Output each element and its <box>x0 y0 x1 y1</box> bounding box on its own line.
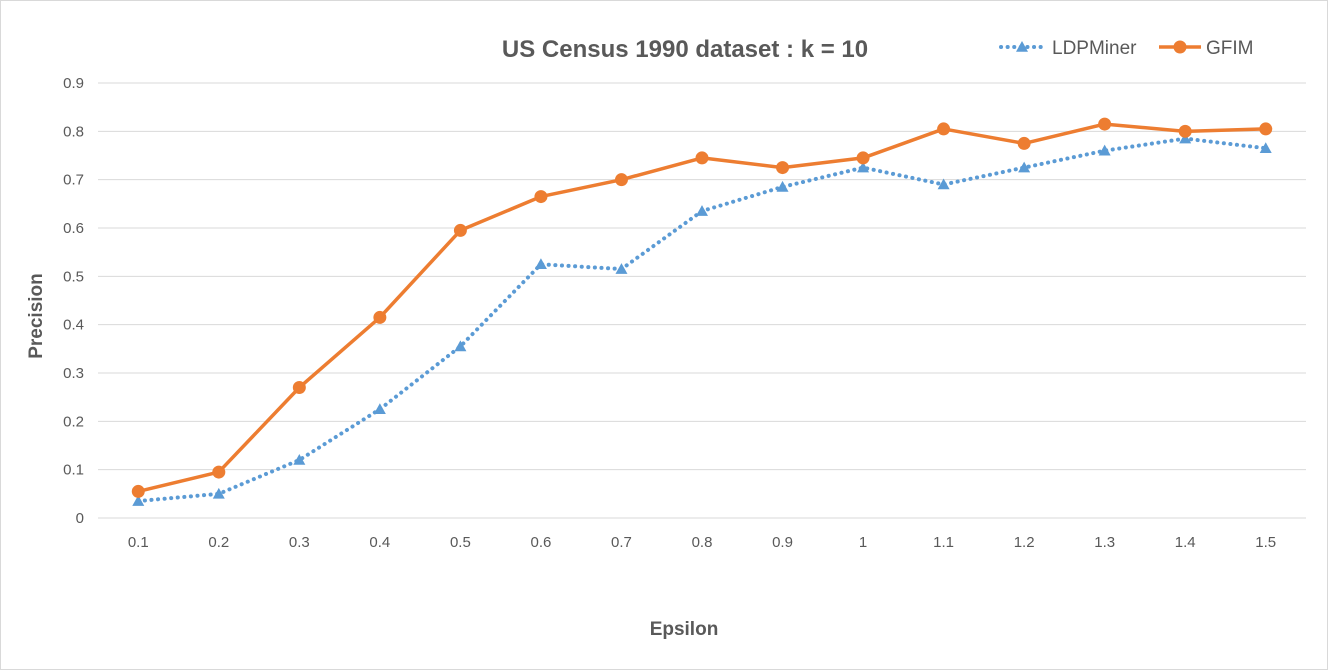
y-tick-label: 0.2 <box>63 413 84 430</box>
data-point <box>293 454 306 465</box>
y-tick-label: 0.7 <box>63 172 84 189</box>
data-point <box>212 487 225 499</box>
data-point <box>454 340 467 352</box>
y-tick-label: 0.9 <box>63 75 84 92</box>
legend-marker <box>1173 40 1187 54</box>
axes: 0 0.1 0.2 0.3 0.4 0.5 0.6 0.7 0.8 0.9 0.1 0.2 0.3 0.4… <box>63 75 1276 551</box>
x-tick-label: 0.5 <box>450 534 471 551</box>
x-tick-label: 0.8 <box>692 534 713 551</box>
y-tick-label: 0.5 <box>63 268 84 285</box>
data-point <box>1098 144 1111 156</box>
x-tick-label: 1.1 <box>933 534 954 551</box>
x-tick-label: 1.3 <box>1094 534 1115 551</box>
y-tick-label: 0.4 <box>63 317 84 334</box>
data-point <box>1179 132 1192 144</box>
y-tick-label: 0.1 <box>63 462 84 479</box>
x-tick-label: 0.7 <box>611 534 632 551</box>
x-tick-label: 1 <box>859 534 867 551</box>
data-point <box>1259 122 1273 136</box>
data-point <box>1017 136 1031 150</box>
x-tick-label: 0.2 <box>208 534 229 551</box>
x-tick-label: 1.5 <box>1255 534 1276 551</box>
series-gfim <box>131 117 1273 498</box>
chart-title: US Census 1990 dataset : k = 10 <box>502 36 868 63</box>
data-point <box>695 151 709 165</box>
data-point <box>857 161 870 173</box>
data-point <box>212 465 226 479</box>
data-point <box>937 178 950 190</box>
data-point <box>534 190 548 204</box>
data-point <box>1178 124 1192 138</box>
data-point <box>776 161 790 175</box>
x-tick-label: 0.6 <box>531 534 552 551</box>
data-point <box>1018 161 1031 173</box>
x-axis-title: Epsilon <box>650 619 719 640</box>
data-point <box>776 180 789 192</box>
data-point <box>373 403 386 415</box>
legend-marker <box>1016 41 1028 52</box>
legend: LDPMiner GFIM <box>999 38 1254 59</box>
data-point <box>132 495 145 506</box>
gridlines <box>98 82 1306 519</box>
data-point <box>453 223 467 237</box>
x-tick-label: 0.3 <box>289 534 310 551</box>
legend-label: LDPMiner <box>1052 38 1137 59</box>
data-point <box>614 173 628 187</box>
series <box>131 117 1273 506</box>
x-tick-label: 1.2 <box>1014 534 1035 551</box>
x-tick-label: 0.4 <box>369 534 390 551</box>
data-point <box>534 258 547 270</box>
x-tick-label: 0.9 <box>772 534 793 551</box>
data-point <box>937 122 951 136</box>
data-point <box>292 381 306 394</box>
data-point <box>373 310 387 324</box>
y-axis-title: Precision <box>26 273 47 359</box>
x-tick-label: 0.1 <box>128 534 149 551</box>
data-point <box>615 263 628 274</box>
y-tick-label: 0.3 <box>63 365 84 382</box>
data-point <box>1259 142 1272 154</box>
y-tick-label: 0 <box>76 510 84 527</box>
series-ldpminer <box>132 132 1272 506</box>
data-point <box>131 484 145 498</box>
data-point <box>856 151 870 165</box>
series-line <box>136 136 1268 504</box>
legend-label: GFIM <box>1206 38 1254 59</box>
x-tick-label: 1.4 <box>1175 534 1196 551</box>
y-tick-label: 0.6 <box>63 220 84 237</box>
y-tick-label: 0.8 <box>63 123 84 140</box>
data-point <box>696 205 708 216</box>
data-point <box>1098 117 1112 131</box>
